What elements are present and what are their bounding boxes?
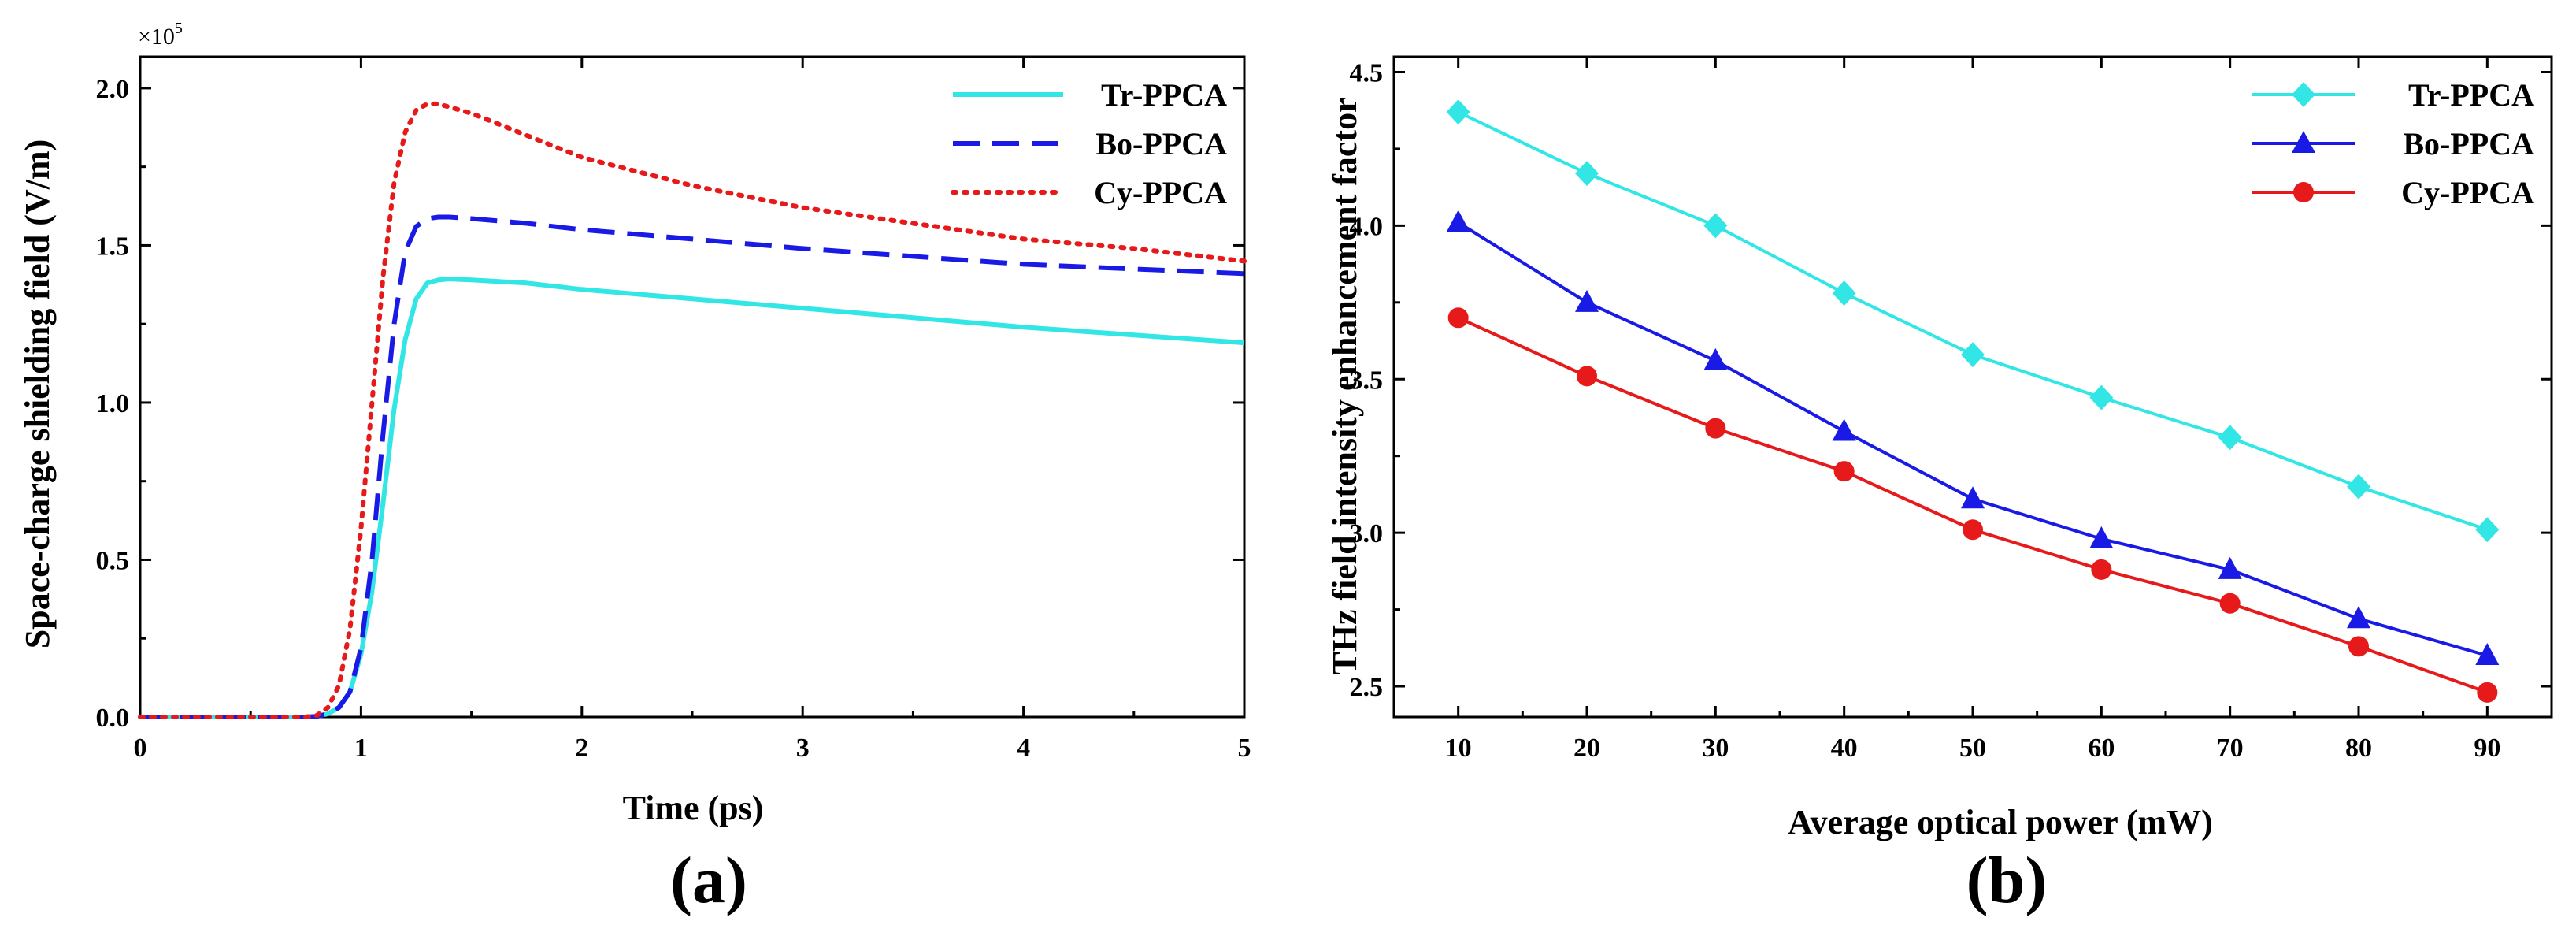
x-tick-label: 4 [1017, 734, 1030, 763]
y-tick-label: 1.0 [96, 389, 130, 418]
data-point-tr-ppca [2218, 425, 2242, 451]
data-point-bo-ppca [1703, 347, 1728, 370]
x-tick-label: 1 [354, 734, 368, 763]
legend-label-tr-ppca: Tr-PPCA [2408, 77, 2534, 113]
y-tick-label: 2.0 [96, 75, 130, 104]
panel-a-plot-frame [139, 55, 1246, 719]
series-line-tr-ppca [140, 277, 1245, 719]
data-point-tr-ppca [1961, 342, 1985, 368]
data-point-bo-ppca [2347, 606, 2370, 629]
data-point-tr-ppca [2347, 474, 2370, 500]
panel-a-ticks [139, 57, 1246, 719]
legend-marker-cy-ppca [2293, 182, 2314, 202]
legend-marker-tr-ppca [2292, 82, 2315, 107]
data-point-tr-ppca [1832, 280, 1856, 306]
panel-b-ticks [1394, 57, 2552, 717]
y-tick-label: 4.0 [1350, 212, 1384, 241]
x-tick-label: 30 [1702, 734, 1729, 763]
panel-a-y-axis-title: Space-charge shielding field (V/m) [18, 139, 57, 649]
x-tick-label: 40 [1831, 734, 1858, 763]
y-tick-label: 2.5 [1350, 673, 1384, 702]
data-point-bo-ppca [1832, 418, 1856, 441]
panel-b-y-axis-title: THz field intensity enhancement factor [1325, 97, 1364, 674]
panel-a-tick-labels: 0 1 2 3 4 5 0.0 0.5 1.0 1.5 2.0 [96, 75, 1251, 763]
data-point-cy-ppca [2348, 636, 2369, 657]
legend-label-tr-ppca: Tr-PPCA [1101, 77, 1227, 113]
legend-label-cy-ppca: Cy-PPCA [1094, 175, 1227, 210]
data-point-bo-ppca [1961, 486, 1985, 509]
y-tick-label: 0.5 [96, 546, 130, 575]
x-tick-label: 90 [2474, 734, 2500, 763]
series-line-bo-ppca [1457, 221, 2488, 657]
panel-b-chart: 10 20 30 40 50 60 70 80 90 2.5 3.0 3.5 4.0 4.5 Averag… [1325, 55, 2553, 917]
data-point-cy-ppca [1577, 366, 1597, 387]
x-tick-label: 80 [2345, 734, 2372, 763]
y-tick-label: 3.5 [1350, 366, 1384, 395]
data-point-tr-ppca [1575, 161, 1599, 187]
panel-a-label: (a) [670, 844, 747, 917]
series-line-bo-ppca [140, 214, 1245, 719]
y-tick-label: 4.5 [1350, 58, 1384, 87]
panel-a-x-axis-title: Time (ps) [623, 789, 764, 827]
data-point-bo-ppca [2089, 526, 2114, 548]
data-point-cy-ppca [2219, 593, 2241, 614]
data-point-cy-ppca [2091, 559, 2112, 580]
series-line-tr-ppca [1457, 110, 2488, 532]
panel-b-x-axis-title: Average optical power (mW) [1788, 803, 2213, 841]
x-tick-label: 60 [2088, 734, 2115, 763]
data-point-cy-ppca [1447, 307, 1469, 329]
panel-b-plot-frame [1392, 55, 2553, 719]
panel-a-chart: 0 1 2 3 4 5 0.0 0.5 1.0 1.5 2.0 ×105 Time (ps) Spa… [18, 20, 1251, 917]
data-point-bo-ppca [2218, 556, 2242, 579]
data-point-tr-ppca [1703, 213, 1728, 239]
y-tick-label: 0.0 [96, 704, 130, 733]
data-point-cy-ppca [1833, 461, 1855, 482]
legend-marker-bo-ppca [2292, 131, 2315, 153]
x-tick-label: 10 [1445, 734, 1472, 763]
panel-b-tick-labels: 10 20 30 40 50 60 70 80 90 2.5 3.0 3.5 4.0 4.5 [1350, 58, 2501, 763]
panel-b-series [1446, 99, 2500, 703]
x-tick-label: 50 [1959, 734, 1986, 763]
data-point-cy-ppca [2477, 682, 2498, 703]
data-point-cy-ppca [1963, 519, 1983, 541]
data-point-bo-ppca [1575, 289, 1599, 312]
data-point-bo-ppca [2475, 643, 2500, 666]
x-tick-label: 5 [1238, 734, 1251, 763]
y-tick-label: 1.5 [96, 232, 130, 261]
panel-a-y-multiplier: ×105 [138, 20, 183, 50]
legend-label-cy-ppca: Cy-PPCA [2401, 175, 2534, 210]
panel-b-legend: Tr-PPCA Bo-PPCA Cy-PPCA [2252, 77, 2534, 210]
x-tick-label: 70 [2217, 734, 2244, 763]
y-tick-label: 3.0 [1350, 519, 1384, 548]
panel-a-legend: Tr-PPCA Bo-PPCA Cy-PPCA [951, 77, 1227, 210]
data-point-bo-ppca [1446, 210, 1470, 232]
x-tick-label: 0 [134, 734, 147, 763]
x-tick-label: 2 [575, 734, 588, 763]
data-point-tr-ppca [2089, 384, 2114, 410]
x-tick-label: 20 [1573, 734, 1600, 763]
data-point-tr-ppca [1446, 99, 1470, 125]
legend-label-bo-ppca: Bo-PPCA [1095, 126, 1227, 162]
panel-b-label: (b) [1966, 844, 2048, 917]
legend-label-bo-ppca: Bo-PPCA [2403, 126, 2534, 162]
series-line-cy-ppca [138, 101, 1247, 719]
data-point-tr-ppca [2475, 517, 2500, 543]
data-point-cy-ppca [1705, 418, 1726, 439]
x-tick-label: 3 [796, 734, 810, 763]
panel-a-series [138, 101, 1247, 719]
